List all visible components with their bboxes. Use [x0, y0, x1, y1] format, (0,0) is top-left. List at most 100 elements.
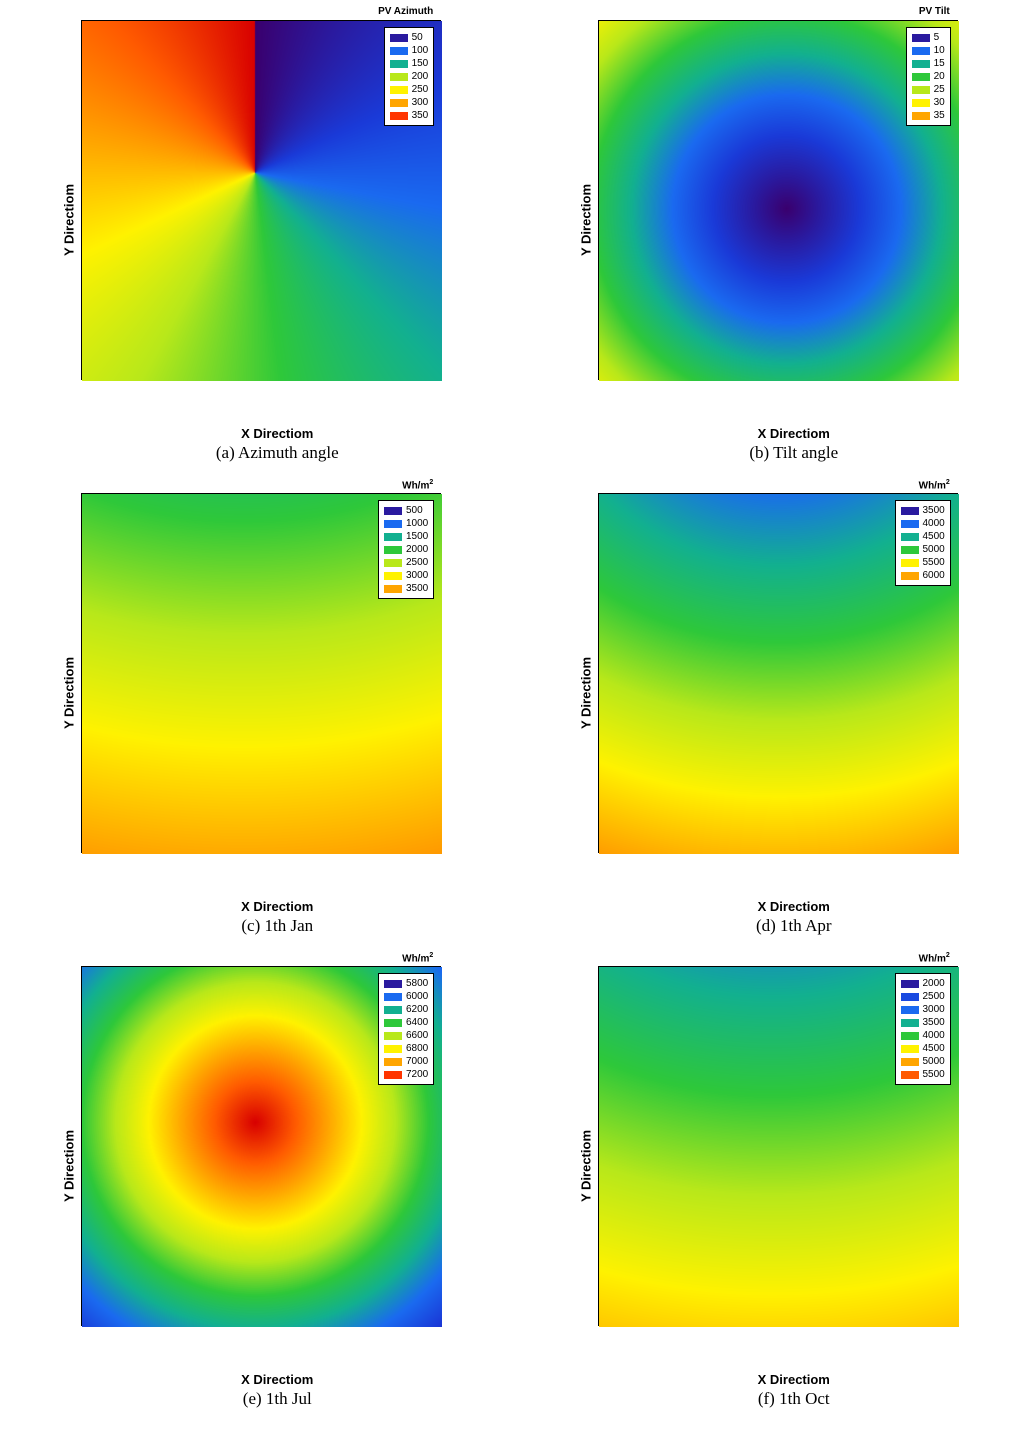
colorbar-title: Wh/m2	[402, 952, 433, 964]
y-axis-label: Y Directiom	[578, 1130, 593, 1202]
legend-swatch	[912, 60, 930, 68]
legend-swatch	[384, 559, 402, 567]
legend-row: 1500	[384, 530, 428, 543]
legend-swatch	[390, 60, 408, 68]
legend-row: 150	[390, 57, 429, 70]
legend-swatch	[901, 980, 919, 988]
legend-row: 6400	[384, 1016, 428, 1029]
panel-caption: (c) 1th Jan	[97, 916, 457, 936]
legend-label: 200	[412, 70, 429, 83]
legend: 50100150200250300350	[384, 27, 435, 126]
panel-a: Y DirectiomPV Azimuth5010015020025030035…	[20, 20, 497, 463]
legend-swatch	[390, 73, 408, 81]
legend-row: 6800	[384, 1042, 428, 1055]
legend-swatch	[384, 585, 402, 593]
legend-label: 6000	[406, 990, 428, 1003]
legend-label: 7000	[406, 1055, 428, 1068]
legend-row: 4500	[901, 530, 945, 543]
legend-row: 2500	[384, 556, 428, 569]
legend-label: 3500	[923, 504, 945, 517]
legend-label: 2500	[923, 990, 945, 1003]
legend-label: 7200	[406, 1068, 428, 1081]
legend-row: 5000	[901, 1055, 945, 1068]
legend-label: 350	[412, 109, 429, 122]
legend-row: 15	[912, 57, 945, 70]
legend-swatch	[384, 1006, 402, 1014]
legend-row: 350	[390, 109, 429, 122]
x-axis-label: X Directiom	[614, 1372, 974, 1387]
legend-label: 5800	[406, 977, 428, 990]
legend-row: 50	[390, 31, 429, 44]
panel-f: Y DirectiomWh/m2200025003000350040004500…	[537, 966, 1014, 1409]
legend-row: 20	[912, 70, 945, 83]
legend-row: 4500	[901, 1042, 945, 1055]
legend-row: 5500	[901, 1068, 945, 1081]
legend-swatch	[384, 1045, 402, 1053]
x-axis-label: X Directiom	[97, 899, 457, 914]
legend-label: 3000	[923, 1003, 945, 1016]
plot-area: Y DirectiomWh/m2350040004500500055006000	[560, 493, 990, 893]
legend-row: 3500	[901, 1016, 945, 1029]
legend-row: 6600	[384, 1029, 428, 1042]
plot-area: Y DirectiomWh/m2500100015002000250030003…	[43, 493, 473, 893]
legend-row: 1000	[384, 517, 428, 530]
legend: 350040004500500055006000	[895, 500, 951, 586]
x-axis-label: X Directiom	[614, 899, 974, 914]
legend: 5101520253035	[906, 27, 951, 126]
legend: 20002500300035004000450050005500	[895, 973, 951, 1085]
legend-row: 7000	[384, 1055, 428, 1068]
legend-row: 250	[390, 83, 429, 96]
legend-row: 4000	[901, 517, 945, 530]
legend-row: 2000	[384, 543, 428, 556]
heatmap: 500100015002000250030003500	[81, 493, 441, 853]
legend-row: 7200	[384, 1068, 428, 1081]
legend-swatch	[390, 34, 408, 42]
legend-label: 3500	[923, 1016, 945, 1029]
plot-area: Y DirectiomPV Tilt5101520253035	[560, 20, 990, 420]
legend-swatch	[901, 1058, 919, 1066]
panel-caption: (a) Azimuth angle	[97, 443, 457, 463]
panel-b: Y DirectiomPV Tilt5101520253035X Directi…	[537, 20, 1014, 463]
panel-caption: (f) 1th Oct	[614, 1389, 974, 1409]
legend-label: 3000	[406, 569, 428, 582]
legend-row: 3500	[901, 504, 945, 517]
legend-label: 5000	[923, 543, 945, 556]
legend-label: 5500	[923, 556, 945, 569]
legend-swatch	[912, 86, 930, 94]
legend-label: 5	[934, 31, 940, 44]
legend-swatch	[384, 1058, 402, 1066]
panel-c: Y DirectiomWh/m2500100015002000250030003…	[20, 493, 497, 936]
legend-row: 5	[912, 31, 945, 44]
legend: 500100015002000250030003500	[378, 500, 434, 599]
legend: 58006000620064006600680070007200	[378, 973, 434, 1085]
panel-d: Y DirectiomWh/m2350040004500500055006000…	[537, 493, 1014, 936]
legend-label: 4000	[923, 517, 945, 530]
legend-label: 100	[412, 44, 429, 57]
legend-row: 5500	[901, 556, 945, 569]
y-axis-label: Y Directiom	[62, 184, 77, 256]
legend-row: 3000	[384, 569, 428, 582]
legend-label: 50	[412, 31, 423, 44]
panel-e: Y DirectiomWh/m2580060006200640066006800…	[20, 966, 497, 1409]
plot-area: Y DirectiomWh/m2200025003000350040004500…	[560, 966, 990, 1366]
legend-swatch	[912, 47, 930, 55]
legend-row: 2000	[901, 977, 945, 990]
panel-caption: (b) Tilt angle	[614, 443, 974, 463]
legend-row: 35	[912, 109, 945, 122]
heatmap: 5101520253035	[598, 20, 958, 380]
legend-swatch	[384, 993, 402, 1001]
legend-label: 4500	[923, 530, 945, 543]
legend-swatch	[384, 1071, 402, 1079]
legend-swatch	[912, 99, 930, 107]
legend-label: 2000	[923, 977, 945, 990]
legend-swatch	[901, 1032, 919, 1040]
legend-row: 10	[912, 44, 945, 57]
legend-row: 4000	[901, 1029, 945, 1042]
legend-swatch	[384, 520, 402, 528]
heatmap: 50100150200250300350	[81, 20, 441, 380]
legend-row: 500	[384, 504, 428, 517]
legend-swatch	[901, 1071, 919, 1079]
legend-row: 2500	[901, 990, 945, 1003]
legend-label: 5500	[923, 1068, 945, 1081]
legend-swatch	[901, 520, 919, 528]
